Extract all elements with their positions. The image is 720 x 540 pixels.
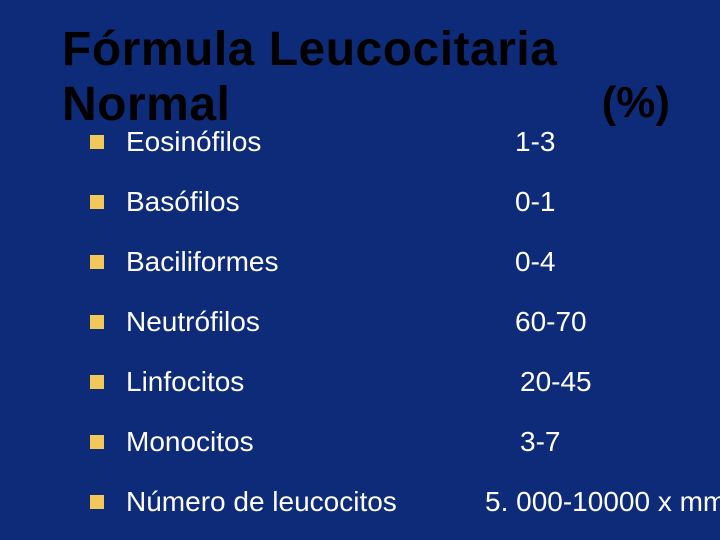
item-label: Basófilos bbox=[126, 186, 240, 218]
title-line2: (%) bbox=[602, 78, 670, 128]
list-item: Basófilos 0-1 bbox=[90, 186, 680, 218]
item-label: Eosinófilos bbox=[126, 126, 261, 158]
list-item: Número de leucocitos 5. 000-10000 x mm3 bbox=[90, 486, 680, 518]
bullet-icon bbox=[90, 375, 104, 389]
item-label: Número de leucocitos bbox=[126, 486, 397, 518]
item-label: Neutrófilos bbox=[126, 306, 260, 338]
item-value: 60-70 bbox=[515, 306, 587, 338]
item-value: 1-3 bbox=[515, 126, 555, 158]
item-label: Linfocitos bbox=[126, 366, 244, 398]
item-value: 0-1 bbox=[515, 186, 555, 218]
list-item: Linfocitos 20-45 bbox=[90, 366, 680, 398]
item-label: Monocitos bbox=[126, 426, 254, 458]
bullet-icon bbox=[90, 135, 104, 149]
bullet-icon bbox=[90, 435, 104, 449]
bullet-icon bbox=[90, 255, 104, 269]
item-value: 5. 000-10000 x mm3 bbox=[485, 486, 720, 518]
item-value: 0-4 bbox=[515, 246, 555, 278]
bullet-icon bbox=[90, 315, 104, 329]
list-item: Eosinófilos 1-3 bbox=[90, 126, 680, 158]
list-item: Monocitos 3-7 bbox=[90, 426, 680, 458]
list-item: Neutrófilos 60-70 bbox=[90, 306, 680, 338]
bullet-icon bbox=[90, 195, 104, 209]
bullet-icon bbox=[90, 495, 104, 509]
item-value-text: 5. 000-10000 x mm bbox=[485, 486, 720, 517]
leukocyte-list: Eosinófilos 1-3 Basófilos 0-1 Baciliform… bbox=[90, 126, 680, 540]
item-value: 20-45 bbox=[520, 366, 592, 398]
item-value: 3-7 bbox=[520, 426, 560, 458]
list-item: Baciliformes 0-4 bbox=[90, 246, 680, 278]
item-label: Baciliformes bbox=[126, 246, 278, 278]
